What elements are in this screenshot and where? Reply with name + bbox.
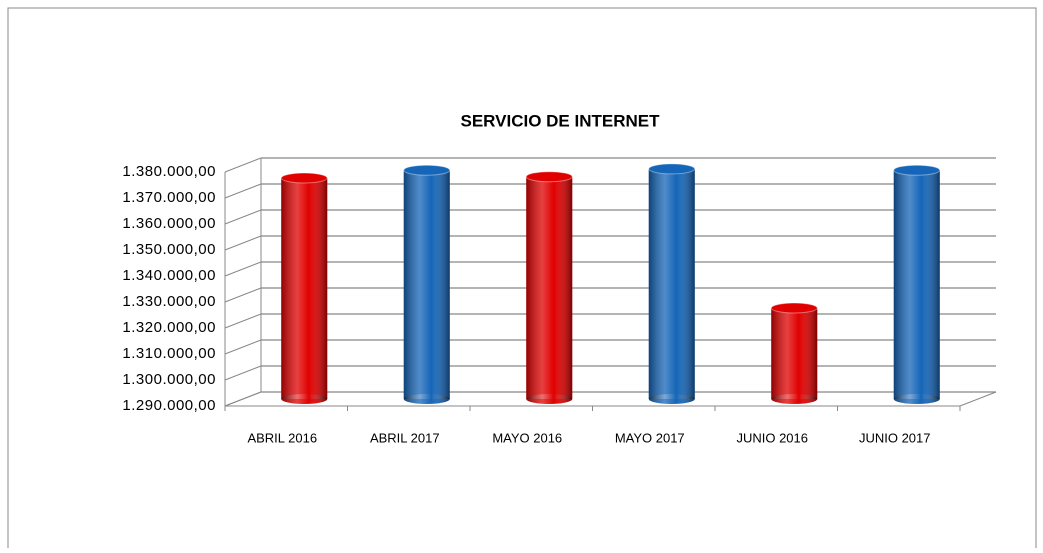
bar-group	[648, 163, 696, 404]
grid-line	[224, 209, 262, 225]
grid-line	[224, 287, 262, 303]
chart-frame	[7, 7, 1037, 553]
bar-shade-base	[281, 394, 328, 404]
bar-group	[770, 302, 818, 404]
bar-top	[525, 171, 573, 183]
bar-shade	[526, 176, 573, 399]
grid-line	[224, 365, 262, 381]
bar-top	[403, 164, 451, 176]
y-tick-label: 1.380.000,00	[122, 163, 216, 180]
bar-shade-base	[893, 394, 940, 404]
y-tick-label: 1.370.000,00	[122, 189, 216, 206]
bar-shade	[281, 178, 328, 399]
y-tick-label: 1.310.000,00	[122, 345, 216, 362]
bar-group	[280, 172, 328, 404]
bar-top	[648, 163, 696, 175]
bar-shade-base	[403, 394, 450, 404]
bar-shade-base	[526, 394, 573, 404]
x-tick-label: JUNIO 2016	[736, 430, 808, 445]
bar-group	[525, 171, 573, 404]
bar-top	[770, 302, 818, 314]
y-tick-label: 1.360.000,00	[122, 215, 216, 232]
bar-group	[893, 164, 941, 404]
grid-line	[224, 235, 262, 251]
bar-shade-base	[648, 394, 695, 404]
bar-top	[280, 172, 328, 184]
grid-line	[224, 183, 262, 199]
x-tick-label: MAYO 2017	[615, 430, 685, 445]
y-tick-label: 1.340.000,00	[122, 267, 216, 284]
bar-shade	[771, 308, 818, 399]
bar-shade-base	[771, 394, 818, 404]
bar-top	[893, 164, 941, 176]
y-tick-label: 1.300.000,00	[122, 371, 216, 388]
y-tick-label: 1.350.000,00	[122, 241, 216, 258]
grid-line	[224, 391, 262, 407]
x-tick-label: ABRIL 2017	[370, 430, 440, 445]
bar-shade	[648, 168, 695, 399]
grid-line	[224, 157, 262, 173]
y-tick-label: 1.330.000,00	[122, 293, 216, 310]
x-tick-label: ABRIL 2016	[247, 430, 317, 445]
grid-line	[224, 339, 262, 355]
bar-group	[403, 164, 451, 404]
y-tick-label: 1.320.000,00	[122, 319, 216, 336]
chart-title: SERVICIO DE INTERNET	[461, 111, 661, 130]
x-tick-label: JUNIO 2017	[859, 430, 931, 445]
grid-line	[224, 313, 262, 329]
x-tick-label: MAYO 2016	[492, 430, 562, 445]
y-tick-label: 1.290.000,00	[122, 397, 216, 414]
bar-shade	[403, 170, 450, 399]
grid-line	[224, 261, 262, 277]
bar-shade	[893, 170, 940, 399]
